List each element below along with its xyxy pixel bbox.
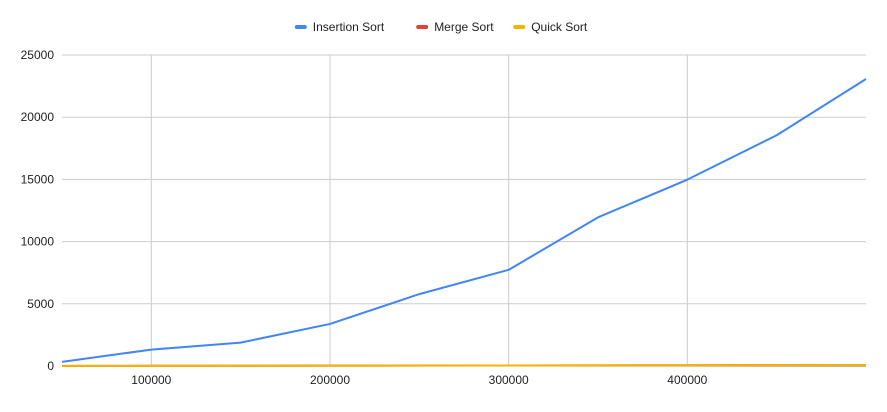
x-tick-label: 300000 (489, 373, 529, 387)
series-line-quick-sort (61, 364, 867, 367)
series-lines (61, 78, 867, 367)
y-tick-label: 15000 (21, 172, 55, 186)
legend-swatch (294, 25, 307, 29)
x-tick-label: 400000 (667, 373, 707, 387)
x-axis-ticks: 100000 200000 300000 400000 (131, 373, 707, 387)
x-tick-label: 100000 (131, 373, 171, 387)
x-tick-label: 200000 (310, 373, 350, 387)
legend-label: Merge Sort (434, 20, 494, 34)
legend-label: Insertion Sort (313, 20, 385, 34)
y-tick-label: 25000 (21, 48, 55, 62)
series-line-insertion-sort (61, 78, 867, 363)
y-tick-label: 5000 (27, 297, 54, 311)
legend: Insertion Sort Merge Sort Quick Sort (294, 20, 588, 34)
legend-swatch (416, 25, 429, 29)
grid (62, 54, 866, 367)
y-tick-label: 20000 (21, 110, 55, 124)
y-axis-ticks: 0 5000 10000 15000 20000 25000 (21, 48, 55, 373)
y-tick-label: 0 (47, 359, 54, 373)
y-tick-label: 10000 (21, 235, 55, 249)
legend-swatch (513, 25, 526, 29)
legend-label: Quick Sort (531, 20, 588, 34)
